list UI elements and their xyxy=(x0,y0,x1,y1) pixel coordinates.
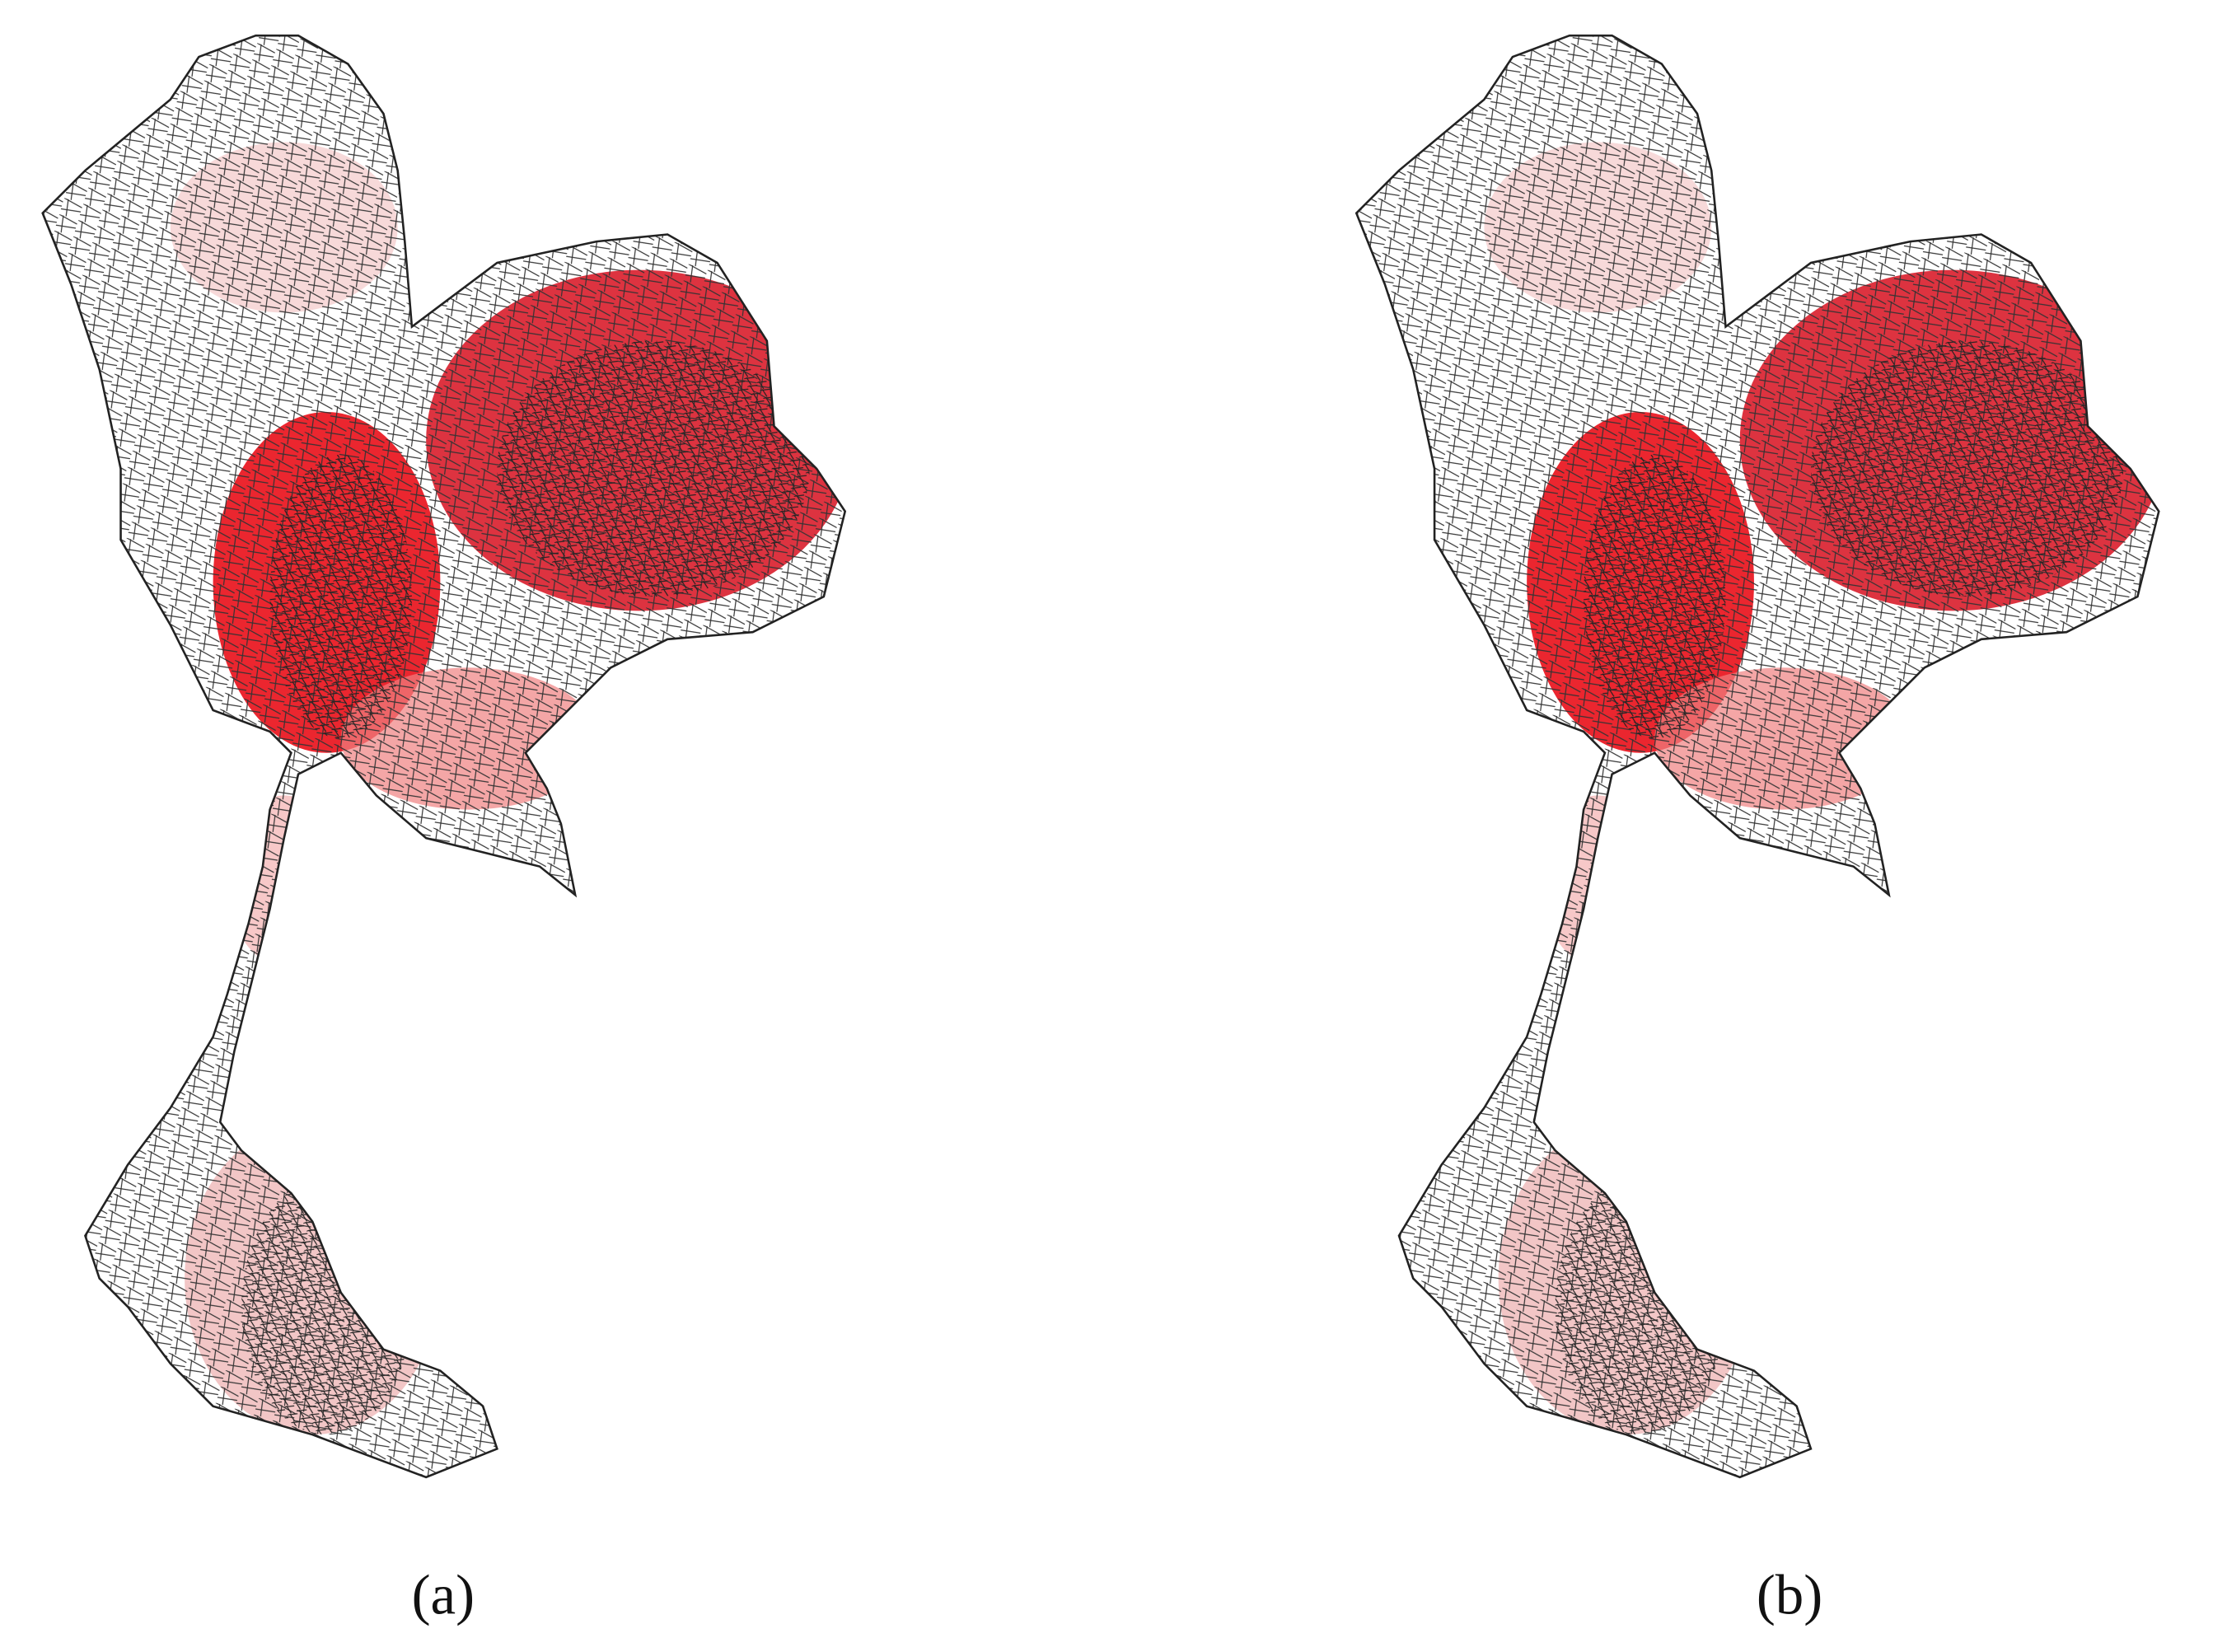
map-a xyxy=(0,0,881,1505)
map-b xyxy=(1314,0,2195,1505)
panel-label: (a) xyxy=(412,1564,475,1626)
panel-label: (b) xyxy=(1757,1564,1822,1626)
